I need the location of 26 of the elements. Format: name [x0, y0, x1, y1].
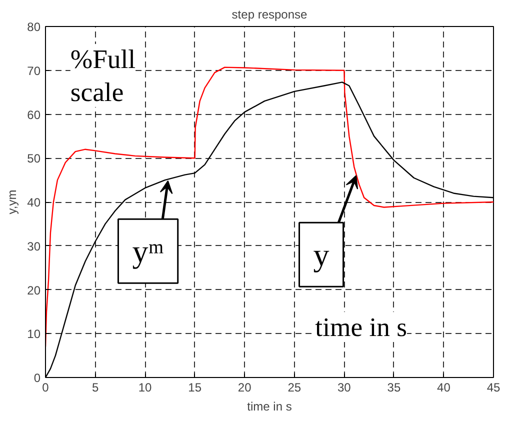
y-tick-label: 80	[27, 20, 41, 34]
y-tick-label: 60	[27, 108, 41, 122]
x-tick-label: 30	[337, 380, 352, 394]
x-axis-title: time in s	[247, 400, 292, 414]
x-tick-label: 35	[387, 380, 401, 394]
x-tick-label: 0	[42, 380, 50, 394]
y-tick-label: 20	[27, 283, 41, 298]
annotation: y	[313, 236, 330, 273]
x-tick-label: 5	[92, 380, 99, 394]
x-tick-label: 10	[138, 380, 152, 394]
y-axis-title: y,ym	[5, 190, 20, 214]
y-tick-label: 50	[27, 152, 41, 166]
y-tick-label: 70	[27, 64, 41, 78]
chart-title: step response	[232, 8, 308, 22]
y-tick-label: 10	[27, 327, 41, 342]
x-tick-label: 25	[288, 380, 302, 394]
y-tick-label: 30	[27, 239, 41, 254]
annotation: time in s	[315, 312, 408, 342]
annotation: yᵐ	[132, 233, 164, 270]
x-tick-label: 40	[437, 380, 451, 394]
y-tick-label: 40	[27, 196, 41, 210]
x-tick-label: 45	[486, 380, 500, 394]
x-tick-label: 15	[188, 380, 202, 394]
annotation: %Full scale	[70, 44, 136, 108]
x-tick-label: 20	[238, 380, 252, 394]
y-tick-label: 0	[34, 371, 41, 385]
